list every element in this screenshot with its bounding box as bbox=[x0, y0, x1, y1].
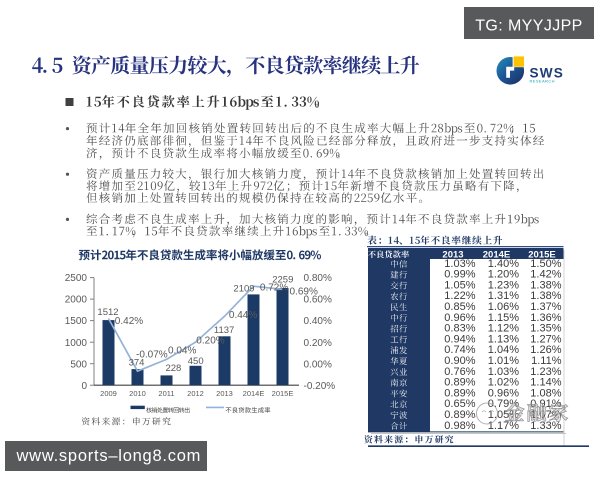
svg-text:1.23%: 1.23% bbox=[530, 366, 561, 378]
svg-text:www.sports–long8.com: www.sports–long8.com bbox=[16, 447, 202, 465]
svg-text:0.76%: 0.76% bbox=[444, 366, 475, 378]
svg-text:0.40%: 0.40% bbox=[304, 316, 332, 327]
svg-text:1.20%: 1.20% bbox=[488, 269, 519, 281]
svg-text:1.36%: 1.36% bbox=[530, 312, 561, 324]
svg-text:1.17%: 1.17% bbox=[488, 420, 519, 432]
svg-text:1.13%: 1.13% bbox=[488, 333, 519, 345]
svg-text:2009: 2009 bbox=[100, 389, 117, 398]
svg-text:0.44%: 0.44% bbox=[229, 310, 257, 321]
svg-text:2014E: 2014E bbox=[243, 389, 265, 398]
svg-text:1.26%: 1.26% bbox=[530, 344, 561, 356]
svg-text:1.22%: 1.22% bbox=[444, 290, 475, 302]
svg-text:RESEARCH: RESEARCH bbox=[530, 79, 555, 84]
svg-text:1.35%: 1.35% bbox=[530, 323, 561, 335]
svg-text:2259: 2259 bbox=[272, 274, 293, 285]
svg-text:0.96%: 0.96% bbox=[444, 312, 475, 324]
svg-text:500: 500 bbox=[70, 359, 87, 370]
svg-text:2011: 2011 bbox=[158, 389, 174, 398]
svg-text:0.20%: 0.20% bbox=[196, 335, 224, 346]
svg-text:1.01%: 1.01% bbox=[488, 355, 519, 367]
svg-text:228: 228 bbox=[165, 363, 181, 374]
svg-text:1.33%: 1.33% bbox=[530, 420, 561, 432]
svg-text:0.94%: 0.94% bbox=[444, 333, 475, 345]
svg-text:1.27%: 1.27% bbox=[530, 333, 561, 345]
svg-text:0.69%: 0.69% bbox=[290, 287, 318, 298]
svg-text:2109: 2109 bbox=[233, 284, 254, 295]
svg-text:2015E: 2015E bbox=[272, 389, 294, 398]
svg-text:2013: 2013 bbox=[442, 250, 463, 261]
svg-text:0.98%: 0.98% bbox=[444, 420, 475, 432]
svg-text:SWS: SWS bbox=[530, 65, 564, 80]
svg-text:1.08%: 1.08% bbox=[530, 387, 561, 399]
svg-text:1.14%: 1.14% bbox=[530, 377, 561, 389]
svg-text:1.38%: 1.38% bbox=[530, 279, 561, 291]
svg-text:1000: 1000 bbox=[65, 338, 88, 349]
svg-text:1.03%: 1.03% bbox=[488, 366, 519, 378]
svg-text:2012: 2012 bbox=[187, 389, 204, 398]
svg-text:0.96%: 0.96% bbox=[488, 387, 519, 399]
svg-text:1.23%: 1.23% bbox=[488, 279, 519, 291]
svg-text:1.06%: 1.06% bbox=[488, 301, 519, 313]
svg-text:2000: 2000 bbox=[65, 295, 88, 306]
svg-text:450: 450 bbox=[188, 356, 204, 367]
svg-text:0.80%: 0.80% bbox=[304, 273, 332, 284]
svg-text:1.37%: 1.37% bbox=[530, 301, 561, 313]
svg-text:0.00%: 0.00% bbox=[304, 359, 332, 370]
svg-text:0.20%: 0.20% bbox=[304, 338, 332, 349]
svg-text:1.42%: 1.42% bbox=[530, 269, 561, 281]
svg-text:1500: 1500 bbox=[65, 316, 88, 327]
svg-text:0.90%: 0.90% bbox=[444, 355, 475, 367]
svg-text:2010: 2010 bbox=[129, 389, 146, 398]
svg-text:1.50%: 1.50% bbox=[530, 258, 561, 270]
svg-text:1.03%: 1.03% bbox=[444, 258, 475, 270]
svg-text:TG: MYYJJPP: TG: MYYJJPP bbox=[475, 18, 583, 35]
svg-text:0.99%: 0.99% bbox=[444, 269, 475, 281]
svg-text:0.74%: 0.74% bbox=[444, 344, 475, 356]
svg-text:1137: 1137 bbox=[214, 325, 234, 336]
svg-text:-0.20%: -0.20% bbox=[304, 381, 336, 392]
svg-text:1.40%: 1.40% bbox=[488, 258, 519, 270]
svg-text:0.42%: 0.42% bbox=[115, 316, 143, 327]
svg-text:0.65%: 0.65% bbox=[444, 398, 475, 410]
svg-text:1.12%: 1.12% bbox=[488, 323, 519, 335]
svg-text:0: 0 bbox=[81, 381, 87, 392]
svg-text:374: 374 bbox=[129, 357, 145, 368]
svg-text:1.38%: 1.38% bbox=[530, 290, 561, 302]
svg-text:2500: 2500 bbox=[65, 273, 88, 284]
svg-text:0.85%: 0.85% bbox=[444, 301, 475, 313]
svg-text:0.04%: 0.04% bbox=[168, 346, 196, 357]
svg-text:1.31%: 1.31% bbox=[488, 290, 519, 302]
svg-text:-0.07%: -0.07% bbox=[136, 350, 168, 361]
svg-text:0.83%: 0.83% bbox=[444, 323, 475, 335]
svg-text:0.89%: 0.89% bbox=[444, 387, 475, 399]
svg-text:1.04%: 1.04% bbox=[488, 344, 519, 356]
svg-text:0.89%: 0.89% bbox=[444, 377, 475, 389]
svg-text:2014E: 2014E bbox=[483, 250, 510, 261]
svg-text:2013: 2013 bbox=[216, 389, 233, 398]
svg-text:1512: 1512 bbox=[97, 307, 118, 318]
svg-text:1.02%: 1.02% bbox=[488, 377, 519, 389]
svg-text:1.15%: 1.15% bbox=[488, 312, 519, 324]
svg-text:0.72%: 0.72% bbox=[260, 283, 288, 294]
svg-text:2015E: 2015E bbox=[528, 250, 555, 261]
svg-text:1.05%: 1.05% bbox=[444, 279, 475, 291]
svg-text:1.11%: 1.11% bbox=[531, 355, 562, 367]
svg-text:0.89%: 0.89% bbox=[444, 409, 475, 421]
svg-text:0.60%: 0.60% bbox=[304, 295, 332, 306]
